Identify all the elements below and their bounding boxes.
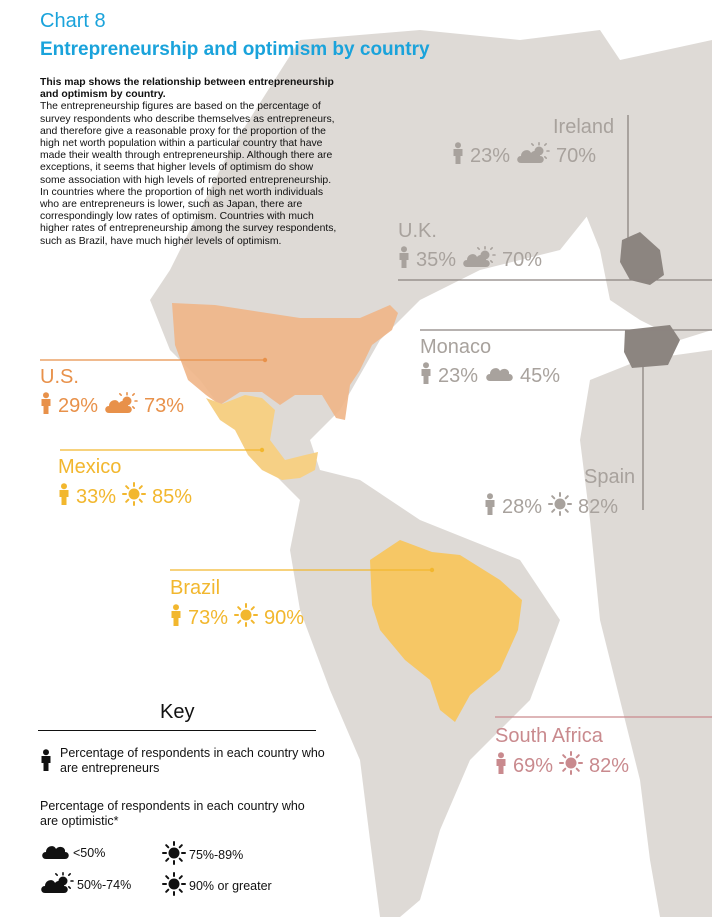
key-entrepreneur-desc: Percentage of respondents in each countr…	[60, 746, 325, 775]
sun-icon	[548, 492, 573, 521]
key-optimism-desc: Percentage of respondents in each countr…	[40, 799, 305, 828]
optimism-value: 82%	[578, 495, 619, 518]
chart-title: Entrepreneurship and optimism by country	[40, 39, 430, 60]
optimism-value: 70%	[502, 248, 543, 271]
uk-ireland-shape	[620, 232, 664, 285]
country-name: Brazil	[170, 577, 221, 599]
entrepreneurs-value: 28%	[502, 495, 543, 518]
key-level-cloud-sun-label: 50%-74%	[77, 877, 132, 892]
sun-icon	[559, 751, 584, 780]
entrepreneurs-value: 73%	[188, 606, 229, 629]
key-title: Key	[160, 701, 195, 723]
key-level-sun-full: 90% or greater	[162, 872, 272, 899]
country-uk: U.K. 35% 70%	[398, 220, 548, 273]
europe-land	[560, 40, 712, 340]
country-south-africa: South Africa 69% 82%	[495, 725, 635, 780]
person-icon	[58, 483, 70, 510]
entrepreneurs-value: 23%	[470, 144, 511, 167]
us-shape	[172, 303, 398, 420]
cloud-icon	[40, 841, 70, 864]
country-mexico: Mexico 33% 85%	[58, 456, 198, 511]
entrepreneurs-value: 35%	[416, 248, 457, 271]
country-name: Spain	[584, 466, 636, 488]
country-name: U.S.	[40, 366, 79, 388]
entrepreneurs-value: 69%	[513, 754, 554, 777]
optimism-value: 73%	[144, 394, 185, 417]
person-icon	[420, 362, 432, 389]
person-icon	[40, 392, 52, 419]
country-name: Ireland	[553, 116, 615, 138]
key-entrepreneur: Percentage of respondents in each countr…	[40, 746, 330, 776]
country-name: Monaco	[420, 336, 492, 358]
country-monaco: Monaco 23% 45%	[420, 336, 566, 389]
intro-text: This map shows the relationship between …	[40, 77, 340, 248]
cloud-sun-icon	[516, 142, 550, 169]
intro-body: The entrepreneurship figures are based o…	[40, 101, 337, 247]
optimism-value: 70%	[556, 144, 597, 167]
mexico-shape	[206, 395, 318, 480]
optimism-value: 90%	[264, 606, 305, 629]
optimism-value: 45%	[520, 364, 561, 387]
spain-shape	[624, 325, 680, 368]
cloud-icon	[484, 363, 514, 388]
person-icon	[452, 142, 464, 169]
entrepreneurs-value: 33%	[76, 485, 117, 508]
country-name: South Africa	[495, 725, 603, 747]
country-spain: Spain 28% 82%	[484, 466, 635, 521]
entrepreneurs-value: 29%	[58, 394, 99, 417]
sun-icon	[122, 482, 147, 511]
key-level-cloud-label: <50%	[73, 845, 106, 860]
sun-icon	[234, 603, 259, 632]
chart-number: Chart 8	[40, 10, 106, 32]
key-level-cloud: <50%	[40, 841, 105, 864]
person-icon	[40, 748, 52, 774]
person-icon	[484, 493, 496, 520]
optimism-value: 82%	[589, 754, 630, 777]
key-divider	[38, 730, 316, 731]
cloud-sun-icon	[104, 392, 138, 419]
person-icon	[495, 752, 507, 779]
intro-lead: This map shows the relationship between …	[40, 77, 334, 101]
country-brazil: Brazil 73% 90%	[170, 577, 310, 632]
sun-full-icon	[162, 872, 186, 899]
country-name: Mexico	[58, 456, 122, 478]
key-level-sun-partial: 75%-89%	[162, 841, 243, 868]
key-level-cloud-sun: 50%-74%	[40, 872, 131, 897]
entrepreneurs-value: 23%	[438, 364, 479, 387]
sun-partial-icon	[162, 841, 186, 868]
country-ireland: Ireland 23% 70%	[452, 116, 614, 169]
person-icon	[170, 604, 182, 631]
country-name: U.K.	[398, 220, 437, 242]
africa-land	[580, 350, 712, 917]
brazil-shape	[370, 540, 522, 722]
person-icon	[398, 246, 410, 273]
cloud-sun-icon	[40, 872, 74, 897]
country-us: U.S. 29% 73%	[40, 366, 190, 419]
leader-dots	[259, 357, 435, 573]
key-level-sun-full-label: 90% or greater	[189, 878, 272, 893]
leader-lines	[40, 115, 712, 718]
cloud-sun-icon	[462, 246, 496, 273]
optimism-value: 85%	[152, 485, 193, 508]
south-america-land	[290, 480, 560, 917]
key-level-sun-partial-label: 75%-89%	[189, 847, 244, 862]
